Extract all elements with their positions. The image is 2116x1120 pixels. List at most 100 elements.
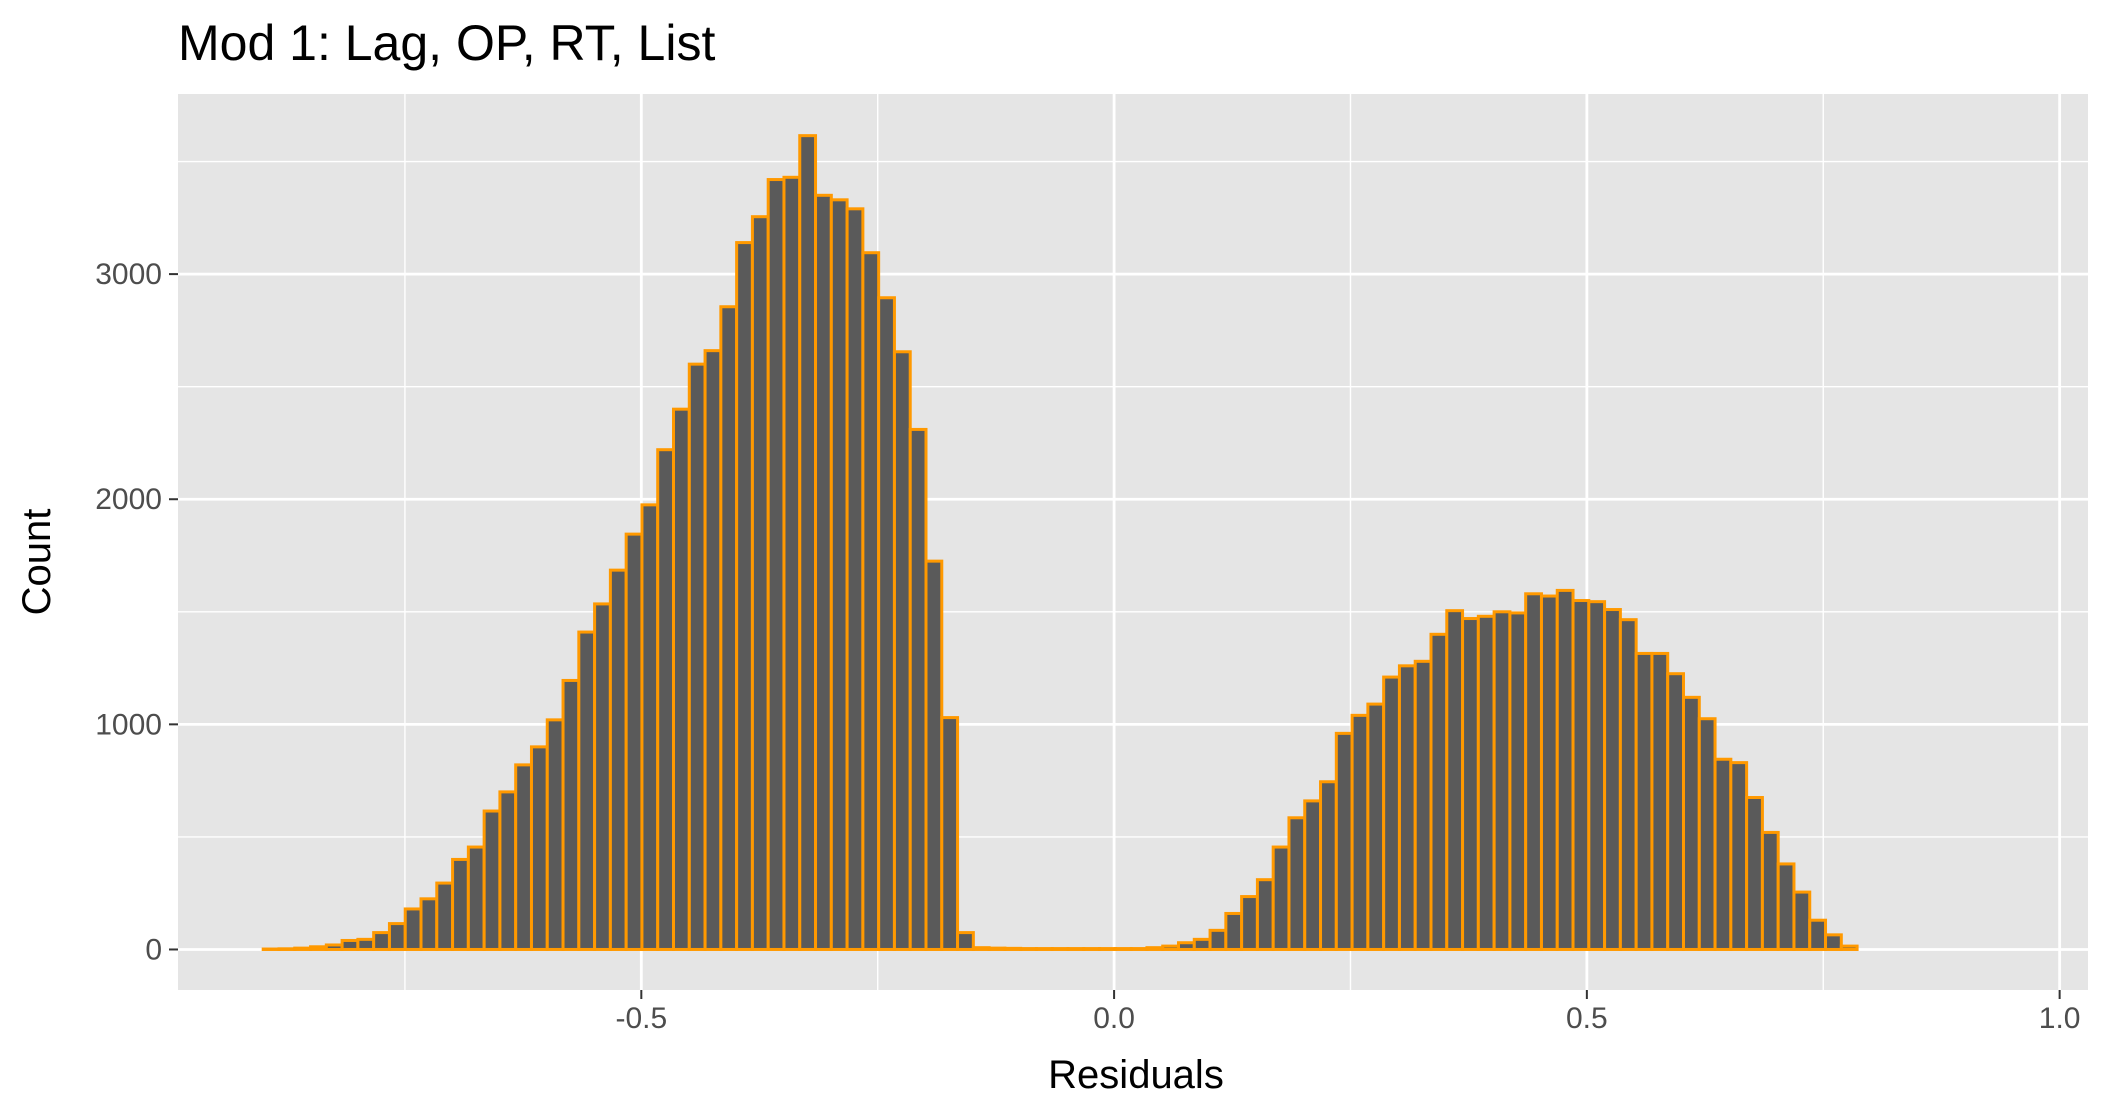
y-axis: 0 1000 2000 3000 — [95, 258, 178, 966]
histogram-bar — [987, 946, 1007, 951]
histogram-bar — [1539, 594, 1559, 951]
histogram-bar — [624, 532, 644, 951]
histogram-bar — [956, 931, 975, 951]
histogram-bar — [1524, 592, 1543, 951]
histogram-bar — [971, 946, 991, 951]
histogram-bar — [1176, 941, 1196, 951]
histogram-bar — [561, 678, 581, 951]
y-tick-label: 3000 — [95, 258, 162, 291]
histogram-bar — [1492, 610, 1512, 951]
histogram-bars — [261, 134, 1859, 951]
histogram-bar — [735, 241, 754, 951]
histogram-bar — [908, 427, 928, 951]
histogram-bar — [1066, 947, 1086, 951]
histogram-bar — [340, 938, 360, 951]
x-axis-title: Residuals — [1048, 1053, 1224, 1097]
histogram-bar — [750, 215, 770, 951]
histogram-bar — [1240, 895, 1259, 951]
histogram-bar — [1729, 761, 1749, 951]
histogram-bar — [545, 718, 565, 951]
histogram-bar — [798, 134, 818, 951]
histogram-bar — [1287, 816, 1307, 951]
histogram-bar — [672, 407, 691, 951]
histogram-bar — [1445, 609, 1465, 951]
x-tick-label: 1.0 — [2039, 1002, 2081, 1035]
histogram-bar — [1745, 796, 1764, 951]
histogram-bar — [1476, 614, 1496, 951]
histogram-bar — [1650, 651, 1670, 951]
y-tick-label: 0 — [145, 933, 162, 966]
histogram-bar — [1555, 588, 1575, 951]
histogram-bar — [593, 602, 612, 951]
histogram-bar — [1571, 599, 1591, 951]
histogram-bar — [1145, 946, 1165, 951]
histogram-bar — [719, 305, 739, 951]
histogram-bar — [1098, 947, 1117, 951]
histogram-bar — [1634, 651, 1654, 951]
histogram-bar — [892, 350, 912, 951]
histogram-bar — [1034, 947, 1054, 951]
histogram-bar — [372, 931, 391, 951]
histogram-bar — [1666, 672, 1685, 951]
histogram-bar — [1113, 947, 1133, 951]
histogram-bar — [1824, 933, 1843, 951]
x-axis: -0.5 0.0 0.5 1.0 — [615, 990, 2080, 1035]
histogram-bar — [1808, 918, 1828, 951]
histogram-bar — [861, 251, 881, 951]
histogram-bar — [324, 943, 344, 951]
histogram-bar — [498, 790, 518, 951]
histogram-bar — [1003, 946, 1023, 951]
histogram-bar — [309, 945, 328, 951]
histogram-bar — [1255, 878, 1275, 951]
histogram-bar — [1161, 944, 1180, 951]
histogram-bar — [1019, 947, 1038, 951]
histogram-bar — [1397, 664, 1417, 951]
histogram-bar — [1461, 617, 1480, 951]
histogram-bar — [435, 881, 455, 951]
histogram-bar — [1192, 937, 1212, 951]
histogram-bar — [356, 937, 376, 951]
histogram-bar — [1713, 757, 1733, 951]
histogram-bar — [1050, 947, 1070, 951]
x-tick-label: 0.5 — [1566, 1002, 1608, 1035]
histogram-bar — [514, 763, 533, 951]
histogram-bar — [1334, 731, 1354, 951]
histogram-bar — [766, 178, 786, 951]
histogram-bar — [703, 349, 723, 951]
histogram-bar — [640, 503, 660, 951]
histogram-bar — [877, 296, 896, 951]
histogram-bar — [1792, 890, 1812, 951]
histogram-bar — [845, 207, 865, 951]
histogram-bar — [277, 947, 297, 951]
histogram-bar — [1587, 600, 1607, 951]
chart-title: Mod 1: Lag, OP, RT, List — [178, 15, 715, 71]
histogram-bar — [1413, 659, 1433, 951]
x-tick-label: -0.5 — [615, 1002, 667, 1035]
plot-panel — [178, 94, 2088, 990]
histogram-bar — [1224, 911, 1244, 951]
histogram-bar — [387, 922, 407, 951]
histogram-bar — [656, 448, 676, 951]
histogram-bar — [577, 630, 597, 951]
histogram-bar — [419, 897, 439, 951]
histogram-bar — [1508, 611, 1528, 951]
histogram-bar — [1760, 830, 1780, 951]
y-axis-title: Count — [15, 509, 59, 616]
histogram-bar — [814, 193, 833, 951]
histogram-bar — [529, 745, 549, 951]
histogram-bar — [608, 568, 628, 951]
histogram-bar — [1208, 928, 1228, 951]
x-tick-label: 0.0 — [1093, 1002, 1135, 1035]
histogram-bar — [1129, 947, 1149, 951]
histogram-bar — [1271, 845, 1291, 951]
histogram-bar — [1681, 695, 1701, 951]
y-tick-label: 1000 — [95, 708, 162, 741]
y-tick-label: 2000 — [95, 483, 162, 516]
histogram-bar — [1382, 675, 1401, 951]
histogram-bar — [829, 198, 849, 951]
histogram-bar — [1319, 780, 1338, 951]
histogram-bar — [924, 559, 944, 951]
histogram-bar — [1776, 862, 1796, 951]
histogram-bar — [1350, 713, 1370, 951]
